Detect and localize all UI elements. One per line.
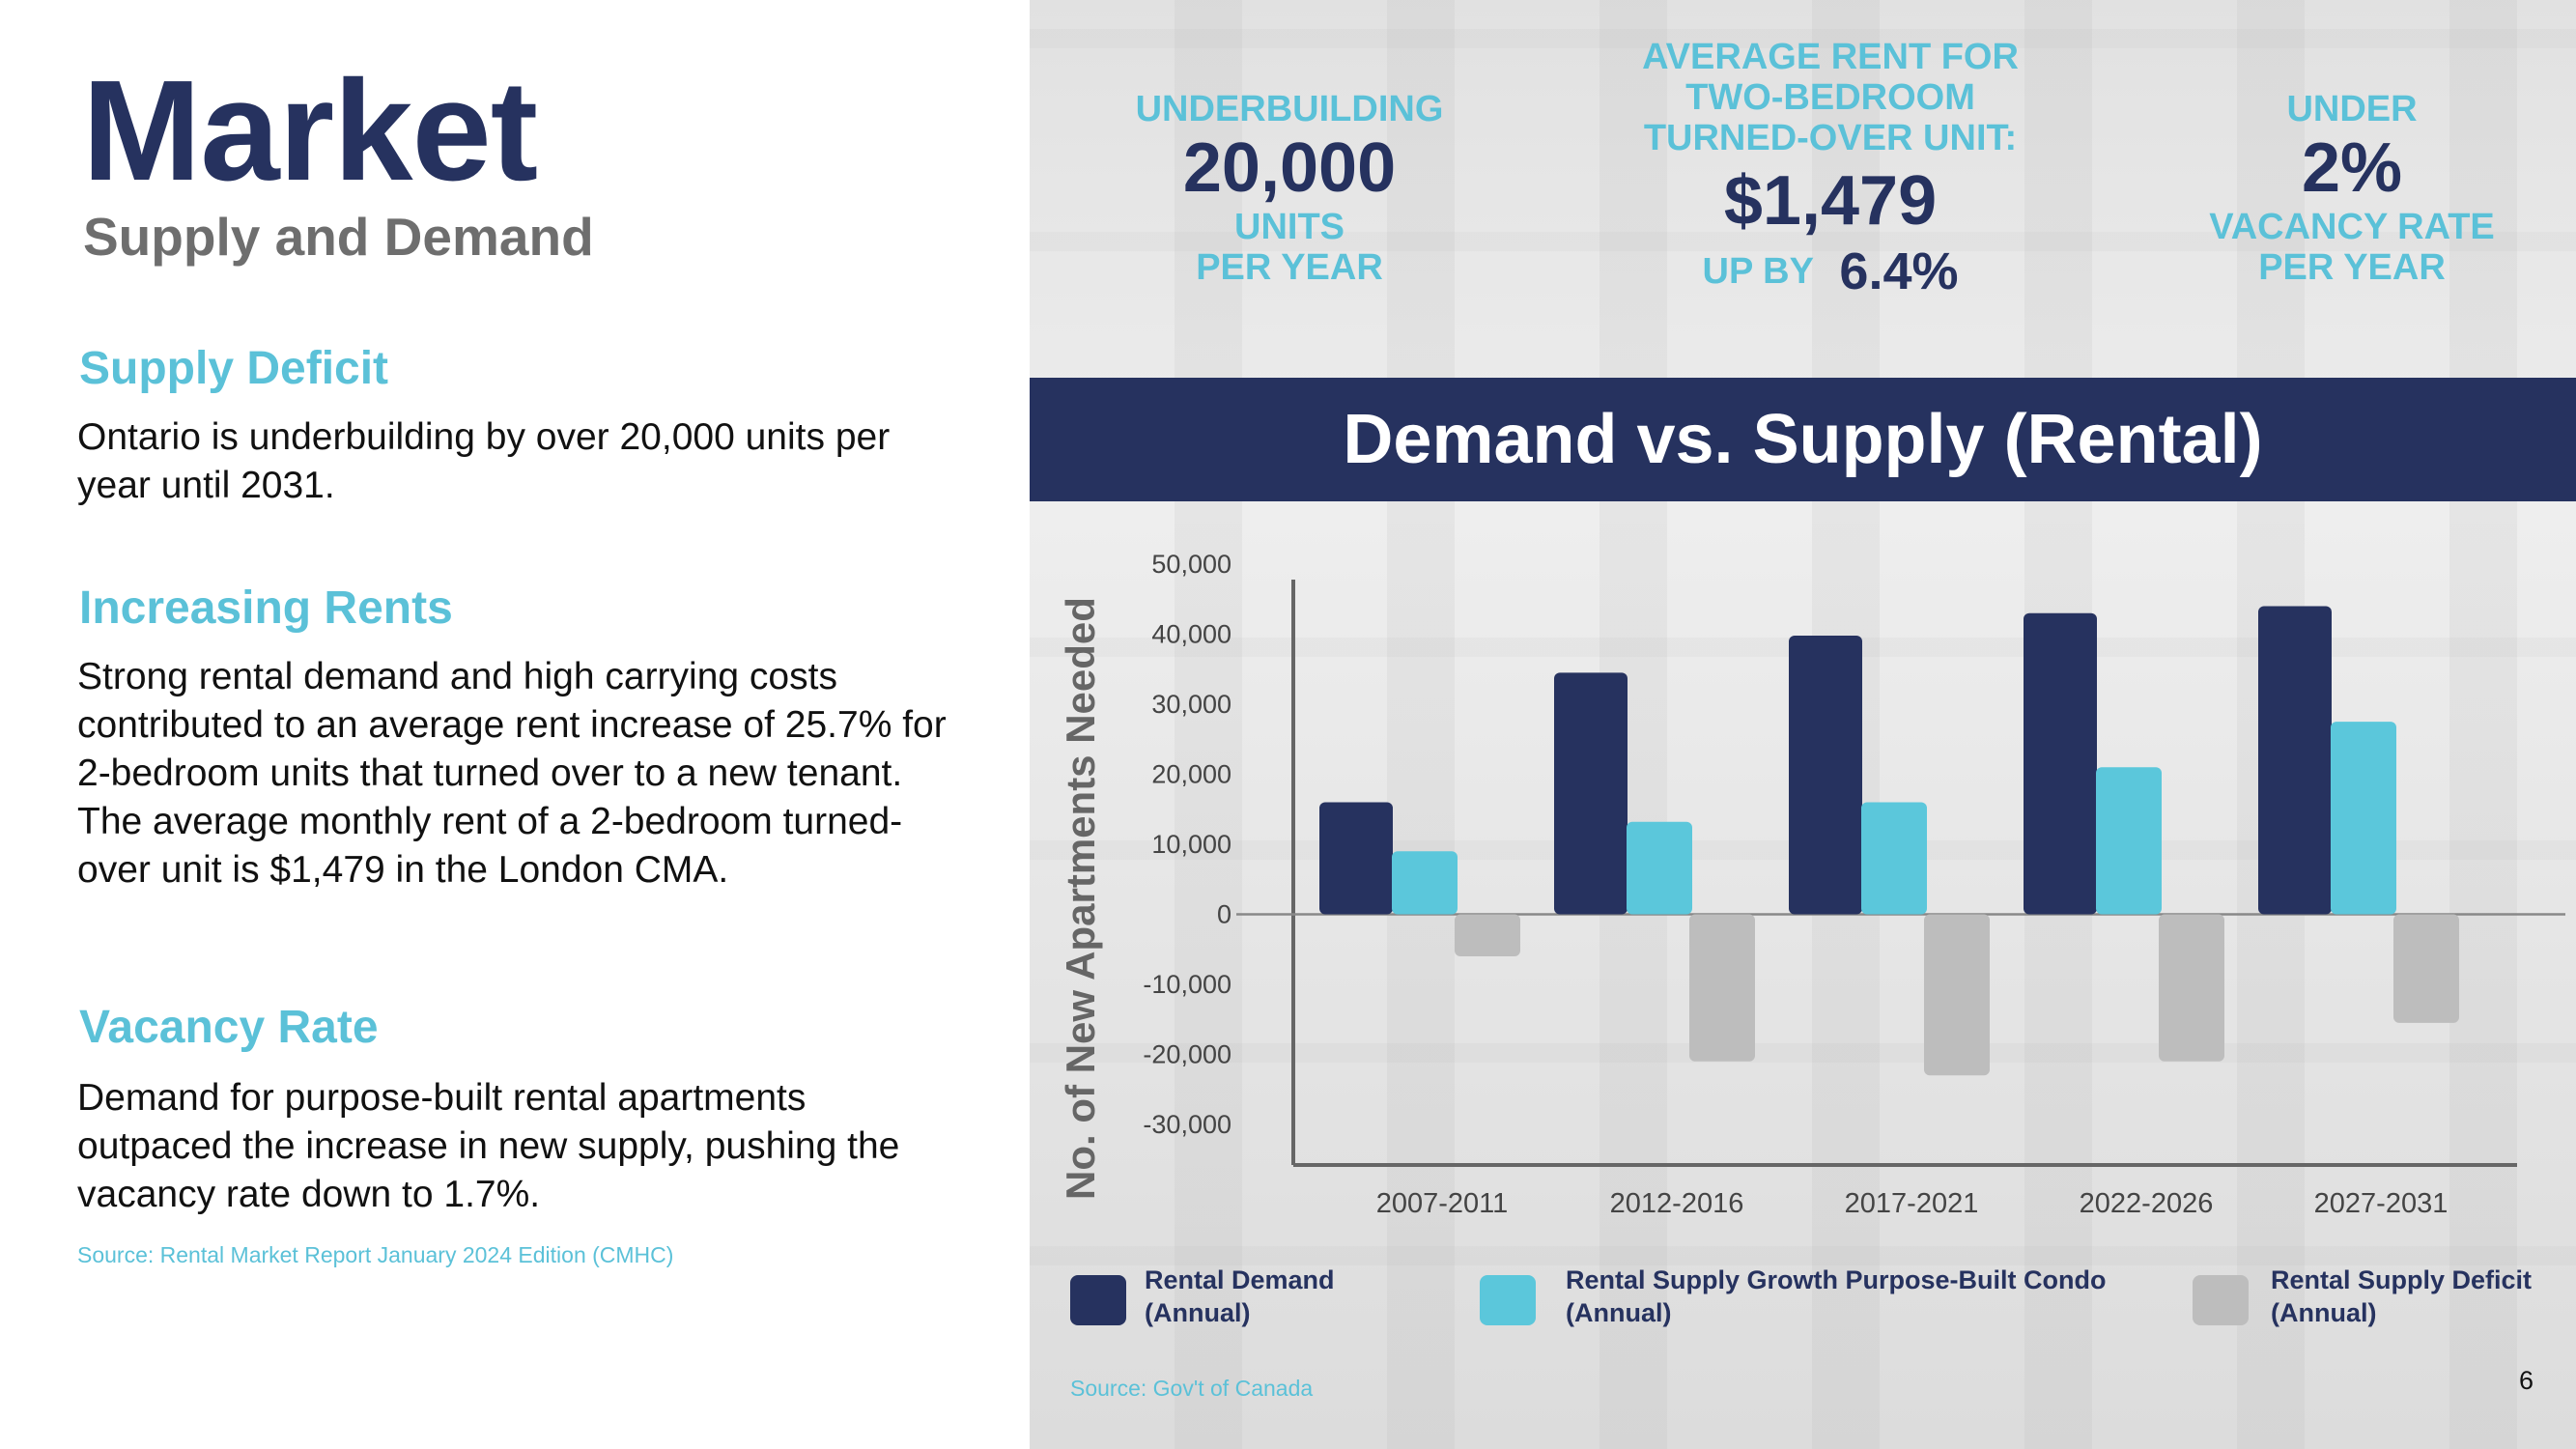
stat-underbuilding-label: UNDERBUILDING [1135, 89, 1444, 129]
section-heading-increasing-rents: Increasing Rents [79, 582, 453, 634]
x-tick-label: 2017-2021 [1845, 1188, 1979, 1217]
y-tick-label: 20,000 [1151, 760, 1231, 789]
y-axis-title: No. of New Apartments Needed [1058, 597, 1103, 1200]
bar-rental-supply-deficit-annual--2012-2016 [1689, 914, 1755, 1062]
bar-rental-supply-growth-purpose-built-condo-annual--2017-2021 [1861, 802, 1927, 915]
stat-rent-value: $1,479 [1723, 162, 1938, 240]
section-heading-vacancy-rate: Vacancy Rate [79, 1002, 379, 1053]
y-tick-label: -20,000 [1143, 1040, 1231, 1069]
demand-supply-chart: 50,000 40,000 30,000 20,000 10,000 0 -10,000 -2… [1030, 522, 2576, 1219]
y-tick-label: -10,000 [1143, 970, 1231, 999]
stat-rent-up-label: UP BY [1702, 251, 1814, 292]
bar-rental-demand-annual--2022-2026 [2024, 612, 2097, 915]
bar-rental-supply-growth-purpose-built-condo-annual--2007-2011 [1392, 851, 1458, 915]
bar-rental-supply-deficit-annual--2022-2026 [2159, 914, 2224, 1062]
stat-average-rent: AVERAGE RENT FOR TWO-BEDROOM TURNED-OVER… [1603, 37, 2057, 301]
stat-vacancy: UNDER 2% VACANCY RATE PER YEAR [2168, 89, 2535, 288]
stat-rent-label-1: AVERAGE RENT FOR [1642, 37, 2019, 77]
x-tick-label: 2007-2011 [1376, 1188, 1509, 1217]
stat-underbuilding: UNDERBUILDING 20,000 UNITS PER YEAR [1101, 89, 1478, 288]
legend-swatch-supply-growth [1480, 1275, 1536, 1325]
y-tick-label: 30,000 [1151, 690, 1231, 719]
chart-source-note: Source: Gov't of Canada [1070, 1376, 1314, 1401]
stat-vacancy-period: PER YEAR [2258, 247, 2446, 288]
stat-vacancy-label: UNDER [2286, 89, 2418, 129]
y-tick-label: 40,000 [1151, 620, 1231, 649]
slide-title: Market [82, 51, 538, 211]
chart-title: Demand vs. Supply (Rental) [1343, 401, 2263, 478]
left-source-note: Source: Rental Market Report January 202… [77, 1242, 674, 1267]
left-panel: Market Supply and Demand Supply Deficit … [0, 0, 1030, 1449]
stat-vacancy-rate-label: VACANCY RATE [2209, 207, 2495, 247]
bar-rental-demand-annual--2012-2016 [1554, 672, 1628, 915]
section-body-increasing-rents: Strong rental demand and high carrying c… [77, 656, 947, 891]
stat-underbuilding-unit: UNITS [1234, 207, 1345, 247]
y-tick-label: -30,000 [1143, 1110, 1231, 1139]
section-heading-supply-deficit: Supply Deficit [79, 343, 389, 394]
section-body-vacancy-rate: Demand for purpose-built rental apartmen… [77, 1077, 900, 1215]
section-body-supply-deficit: Ontario is underbuilding by over 20,000 … [77, 416, 891, 506]
y-tick-label: 50,000 [1151, 550, 1231, 579]
legend-label-rental-demand: Rental Demand (Annual) [1145, 1265, 1335, 1327]
bar-rental-supply-growth-purpose-built-condo-annual--2012-2016 [1627, 821, 1692, 915]
x-tick-label: 2027-2031 [2314, 1188, 2449, 1217]
page-number: 6 [2519, 1366, 2534, 1395]
bar-rental-demand-annual--2027-2031 [2258, 606, 2332, 915]
stat-rent-label-3: TURNED-OVER UNIT: [1643, 118, 2018, 158]
bar-rental-demand-annual--2017-2021 [1789, 635, 1862, 915]
bar-rental-supply-deficit-annual--2007-2011 [1455, 914, 1520, 956]
slide-subtitle: Supply and Demand [83, 207, 594, 267]
y-tick-label: 10,000 [1151, 830, 1231, 859]
legend-swatch-supply-deficit [2193, 1275, 2249, 1325]
stat-underbuilding-value: 20,000 [1182, 129, 1397, 207]
stat-underbuilding-period: PER YEAR [1196, 247, 1383, 288]
stat-rent-label-2: TWO-BEDROOM [1685, 77, 1975, 118]
y-tick-label: 0 [1217, 900, 1231, 929]
x-tick-label: 2012-2016 [1610, 1188, 1744, 1217]
bar-rental-supply-deficit-annual--2027-2031 [2393, 914, 2459, 1023]
x-tick-label: 2022-2026 [2080, 1188, 2214, 1217]
bar-rental-supply-growth-purpose-built-condo-annual--2027-2031 [2331, 722, 2396, 915]
bar-rental-supply-growth-purpose-built-condo-annual--2022-2026 [2096, 767, 2162, 915]
legend-swatch-rental-demand [1070, 1275, 1126, 1325]
bar-rental-supply-deficit-annual--2017-2021 [1924, 914, 1990, 1076]
legend-label-supply-deficit: Rental Supply Deficit (Annual) [2271, 1265, 2533, 1327]
bar-chart-svg: 50,000 40,000 30,000 20,000 10,000 0 -10,000 -2… [1058, 550, 2565, 1219]
legend-label-supply-growth: Rental Supply Growth Purpose-Built Condo… [1566, 1265, 2107, 1327]
chart-title-banner: Demand vs. Supply (Rental) [1030, 378, 2576, 501]
stat-rent-up-value: 6.4% [1839, 242, 1959, 300]
stat-vacancy-value: 2% [2301, 129, 2403, 207]
bar-rental-demand-annual--2007-2011 [1319, 802, 1393, 915]
